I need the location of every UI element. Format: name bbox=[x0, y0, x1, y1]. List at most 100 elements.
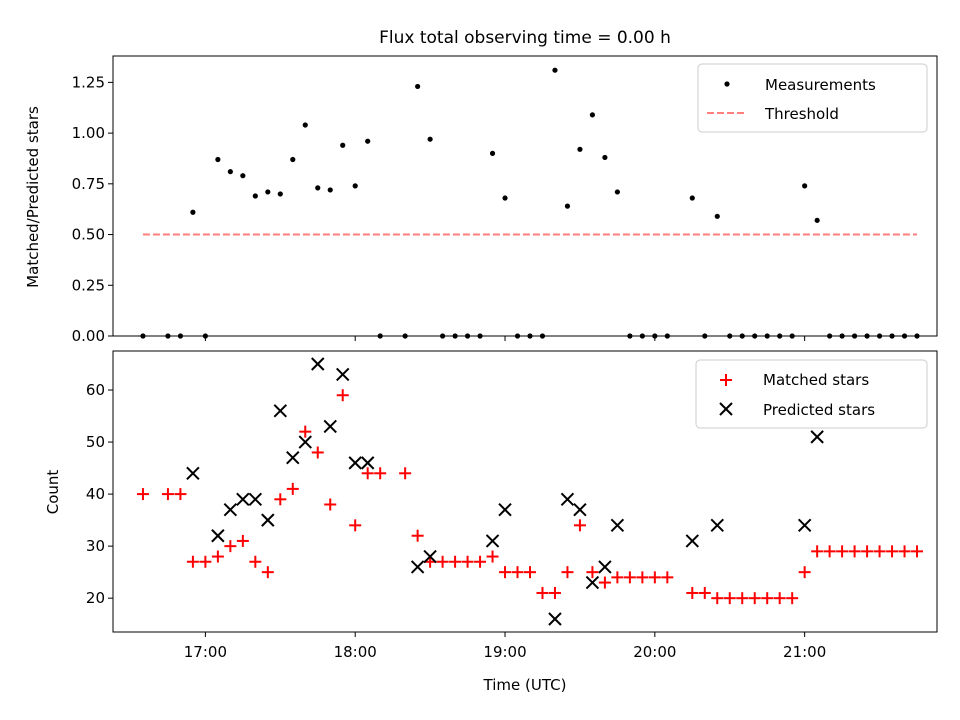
bottom-x-tick-label: 18:00 bbox=[334, 643, 377, 661]
matched-star-point bbox=[573, 519, 586, 532]
predicted-star-point bbox=[423, 549, 437, 564]
matched-star-point bbox=[336, 389, 349, 402]
measurement-point bbox=[802, 183, 808, 189]
x-axis-label: Time (UTC) bbox=[483, 676, 567, 694]
measurement-point bbox=[614, 189, 620, 195]
matched-star-point bbox=[411, 529, 424, 542]
bottom-legend: Matched stars Predicted stars bbox=[695, 359, 928, 429]
measurement-point bbox=[215, 156, 221, 163]
matched-star-point bbox=[586, 566, 599, 579]
matched-star-point bbox=[886, 545, 899, 558]
top-plot-marks bbox=[140, 67, 920, 339]
measurement-point bbox=[240, 173, 246, 179]
predicted-star-point bbox=[560, 492, 575, 507]
measurement-point bbox=[265, 189, 271, 195]
matched-star-point bbox=[861, 545, 874, 558]
measurement-point bbox=[577, 146, 583, 152]
matched-star-point bbox=[236, 534, 249, 547]
matched-star-point bbox=[186, 555, 199, 568]
bottom-y-axis-label: Count bbox=[44, 470, 62, 515]
predicted-star-point bbox=[223, 503, 238, 517]
measurement-point bbox=[365, 138, 371, 144]
matched-star-point bbox=[911, 545, 924, 558]
matched-star-point bbox=[199, 555, 212, 568]
matched-star-point bbox=[261, 566, 274, 579]
measurement-point bbox=[277, 191, 283, 197]
top-y-tick-label: 0.00 bbox=[72, 327, 105, 345]
measurement-point bbox=[814, 217, 820, 223]
matched-star-point bbox=[211, 550, 224, 563]
predicted-star-point bbox=[236, 492, 250, 507]
matched-star-point bbox=[873, 545, 886, 558]
matched-star-point bbox=[761, 592, 774, 605]
matched-star-point bbox=[361, 467, 374, 480]
top-panel: 0.00 0.25 0.50 0.75 1.00 1.25 Matched/Predict… bbox=[24, 55, 938, 345]
bottom-x-tick-label: 17:00 bbox=[184, 643, 227, 661]
bottom-legend-box bbox=[695, 359, 928, 429]
matched-star-point bbox=[898, 545, 911, 558]
predicted-star-point bbox=[685, 534, 700, 548]
bottom-y-tick-label: 20 bbox=[86, 589, 105, 607]
predicted-star-point bbox=[323, 419, 337, 434]
top-legend: Measurements Threshold bbox=[697, 63, 928, 133]
matched-star-point bbox=[786, 592, 799, 605]
predicted-star-point bbox=[548, 612, 562, 626]
matched-star-point bbox=[748, 592, 761, 605]
matched-star-point bbox=[324, 498, 337, 511]
matched-star-point bbox=[548, 586, 561, 599]
matched-star-point bbox=[561, 566, 574, 579]
matched-star-point bbox=[523, 566, 536, 579]
legend-threshold-label: Threshold bbox=[764, 105, 839, 123]
bottom-y-tick-label: 50 bbox=[86, 433, 105, 451]
predicted-star-point bbox=[298, 435, 312, 449]
measurement-point bbox=[415, 83, 421, 90]
measurement-point bbox=[340, 142, 346, 148]
top-plot-frame bbox=[112, 55, 938, 337]
matched-star-point bbox=[449, 555, 462, 568]
measurement-point bbox=[252, 193, 258, 199]
top-y-tick-label: 1.00 bbox=[72, 124, 105, 142]
predicted-star-point bbox=[348, 456, 362, 470]
predicted-star-point bbox=[498, 503, 512, 517]
matched-star-point bbox=[636, 571, 649, 584]
matched-star-point bbox=[848, 545, 861, 558]
matched-star-point bbox=[399, 467, 412, 480]
predicted-star-point bbox=[797, 518, 812, 533]
measurement-point bbox=[290, 156, 296, 163]
bottom-axes: 20 30 40 50 60 17:00 18:00 19:00 20:00 21:00 bbox=[86, 381, 826, 661]
matched-star-point bbox=[136, 488, 149, 501]
top-y-tick-label: 1.25 bbox=[72, 73, 105, 91]
bottom-plot-frame bbox=[112, 350, 938, 633]
measurement-point bbox=[489, 150, 496, 156]
bottom-x-tick-label: 21:00 bbox=[783, 643, 826, 661]
bottom-x-tick-label: 19:00 bbox=[483, 643, 526, 661]
predicted-star-point bbox=[598, 560, 612, 574]
matched-star-point bbox=[711, 592, 724, 605]
matched-star-point bbox=[474, 555, 487, 568]
matched-star-point bbox=[736, 592, 749, 605]
legend-matched-marker bbox=[720, 374, 732, 386]
bottom-y-tick-label: 40 bbox=[86, 485, 105, 503]
top-y-tick-label: 0.75 bbox=[72, 175, 105, 193]
legend-predicted-label: Predicted stars bbox=[763, 401, 875, 419]
top-y-axis-label: Matched/Predicted stars bbox=[24, 106, 42, 288]
predicted-star-point bbox=[710, 518, 724, 533]
predicted-star-point bbox=[810, 430, 824, 444]
measurement-point bbox=[564, 203, 571, 209]
bottom-panel: 20 30 40 50 60 17:00 18:00 19:00 20:00 21:00 Coun… bbox=[44, 350, 938, 694]
matched-star-point bbox=[274, 493, 287, 506]
measurement-point bbox=[302, 122, 308, 128]
matched-star-point bbox=[174, 488, 187, 501]
matched-star-point bbox=[374, 467, 387, 480]
measurement-point bbox=[689, 195, 695, 201]
matched-star-point bbox=[286, 482, 299, 495]
matched-star-point bbox=[686, 586, 699, 599]
matched-star-point bbox=[311, 446, 324, 459]
top-y-tick-label: 0.25 bbox=[72, 276, 105, 294]
bottom-y-tick-label: 60 bbox=[86, 381, 105, 399]
predicted-star-point bbox=[248, 492, 263, 507]
measurement-point bbox=[352, 183, 358, 189]
measurement-point bbox=[315, 185, 321, 191]
measurement-point bbox=[502, 195, 508, 201]
matched-star-point bbox=[798, 566, 811, 579]
